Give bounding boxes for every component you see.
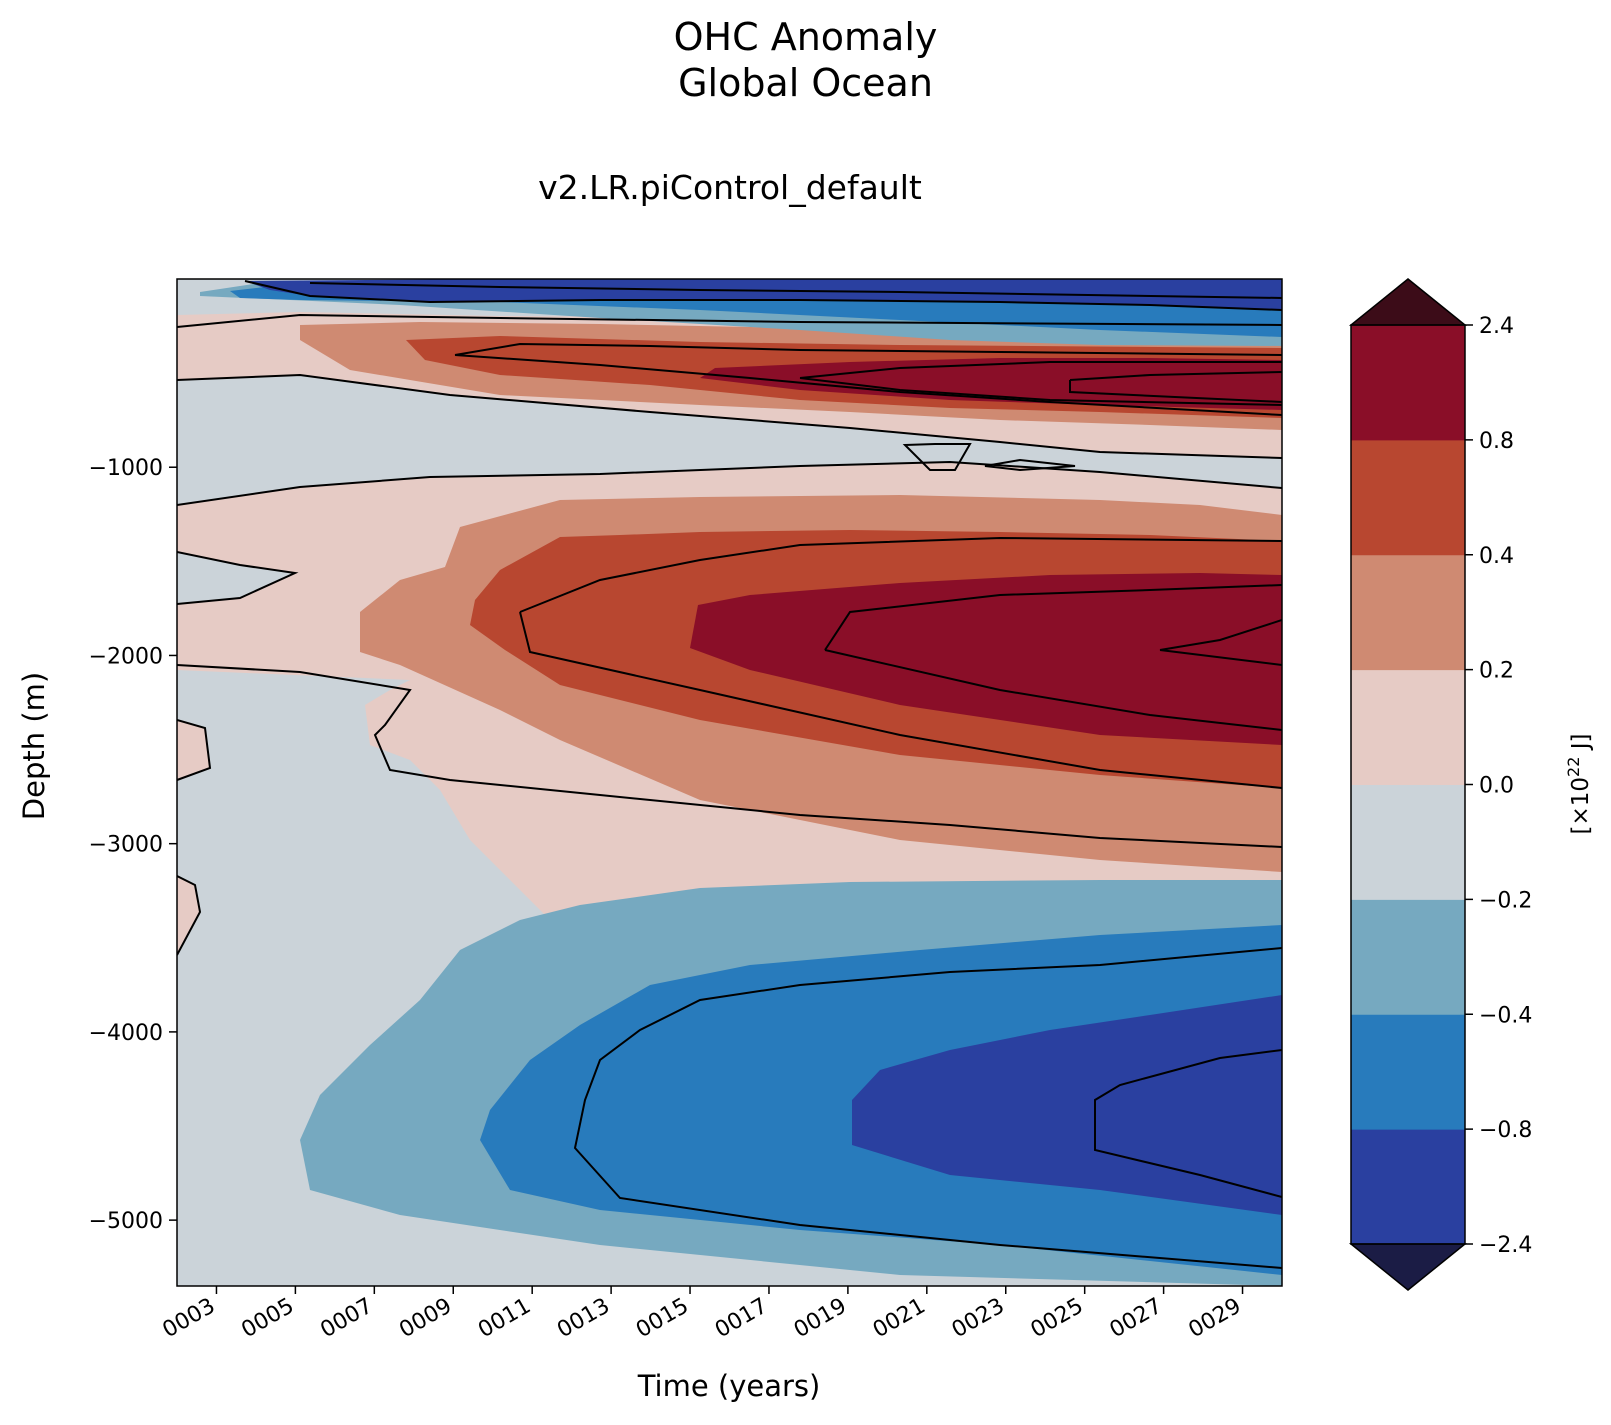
colorbar-swatch [1351, 325, 1465, 441]
colorbar-tick-label: −0.4 [1479, 1003, 1532, 1028]
contour-line [177, 551, 299, 605]
band-mid-negative-patch [177, 552, 295, 604]
y-tick-label: −5000 [89, 1209, 163, 1234]
x-tick-label: 0009 [395, 1294, 456, 1344]
x-tick-label: 0013 [553, 1294, 614, 1344]
x-tick-label: 0027 [1106, 1294, 1167, 1344]
x-tick-label: 0003 [158, 1294, 219, 1344]
colorbar-tick-label: −2.4 [1479, 1233, 1532, 1258]
contour-line [824, 584, 1282, 651]
colorbar-swatch [1351, 439, 1465, 556]
x-tick-label: 0011 [474, 1294, 535, 1344]
contour-line [573, 947, 1282, 1269]
y-tick-label: −4000 [89, 1021, 163, 1046]
colorbar-label-exponent: 22 [1564, 757, 1583, 777]
colorbar-extend-high [1348, 278, 1468, 326]
colorbar-label-prefix: [×10 [1568, 777, 1594, 835]
y-tick-label: −3000 [89, 833, 163, 858]
colorbar: −2.4 −0.8 −0.4 −0.2 0.0 0.2 0.4 0.8 2.4 [1348, 278, 1532, 1291]
x-tick-label: 0021 [869, 1294, 930, 1344]
plot-frame [176, 278, 1283, 1287]
colorbar-swatch [1351, 1014, 1465, 1130]
band-upper-positive-peak [700, 358, 1282, 410]
contour-line [244, 280, 1282, 311]
colorbar-tick-label: −0.2 [1479, 888, 1532, 913]
y-axis: −1000 −2000 −3000 −4000 −5000 [89, 456, 177, 1234]
colorbar-swatch [1351, 784, 1465, 900]
contour-line [824, 649, 1282, 731]
band-deep-negative-strong [852, 995, 1282, 1215]
contour-line [177, 664, 1282, 848]
band-deep-positive-peak [690, 573, 1282, 745]
colorbar-swatch [1351, 554, 1465, 671]
plot-area [177, 279, 1282, 1286]
x-tick-label: 0007 [316, 1294, 377, 1344]
colorbar-tick-label: 0.4 [1479, 544, 1514, 569]
colorbar-tick-label: 0.2 [1479, 659, 1514, 684]
colorbar-tick-label: −0.8 [1479, 1118, 1532, 1143]
y-tick-label: −2000 [89, 644, 163, 669]
contour-line [519, 611, 1282, 789]
contour-line [519, 536, 1282, 613]
x-tick-label: 0015 [632, 1294, 693, 1344]
band-deep-positive-weak-patch-1 [177, 720, 210, 780]
contour-line [984, 458, 1076, 472]
contour-line [799, 361, 1282, 379]
x-axis: 0003 0005 0007 0009 0011 0013 0015 0017 0019 0021… [158, 1286, 1246, 1344]
contour-line [177, 460, 1282, 506]
chart-title-line-1: OHC Anomaly [673, 15, 938, 59]
x-tick-label: 0019 [790, 1294, 851, 1344]
x-tick-label: 0023 [948, 1294, 1009, 1344]
chart-subtitle: v2.LR.piControl_default [538, 168, 922, 207]
colorbar-tick-label: 2.4 [1479, 314, 1514, 339]
contour-line [1069, 371, 1282, 403]
contour-line [1159, 619, 1282, 666]
colorbar-tick-label: 0.8 [1479, 429, 1514, 454]
chart-title: OHC Anomaly Global Ocean [0, 14, 1611, 106]
contour-line [902, 443, 972, 471]
colorbar-extend-low [1348, 1243, 1468, 1291]
x-tick-label: 0005 [237, 1294, 298, 1344]
x-tick-label: 0029 [1185, 1294, 1246, 1344]
colorbar-swatch [1351, 669, 1465, 785]
x-axis-label: Time (years) [637, 1369, 821, 1403]
contour-line [1094, 1049, 1282, 1198]
contour-line [454, 342, 1282, 356]
colorbar-label: [×1022 J] [1564, 734, 1594, 835]
band-mid-negative-layer [177, 375, 1282, 505]
contour-line [177, 313, 1282, 328]
colorbar-tick-label: 0.0 [1479, 774, 1514, 799]
contour-line [799, 377, 1282, 406]
colorbar-swatch [1351, 1129, 1465, 1245]
y-axis-label: Depth (m) [17, 672, 51, 820]
contour-line [309, 282, 1282, 299]
contour-lines [177, 280, 1282, 1269]
contour-line [177, 719, 212, 781]
x-tick-label: 0017 [711, 1294, 772, 1344]
band-deep-positive-weak-patch-2 [177, 876, 200, 955]
y-tick-label: −1000 [89, 456, 163, 481]
contour-line [177, 373, 1282, 459]
contour-line [454, 354, 1282, 416]
chart-title-line-2: Global Ocean [678, 61, 933, 105]
x-tick-label: 0025 [1027, 1294, 1088, 1344]
colorbar-label-suffix: J] [1568, 734, 1594, 757]
contour-line [177, 875, 202, 956]
colorbar-swatch [1351, 899, 1465, 1015]
